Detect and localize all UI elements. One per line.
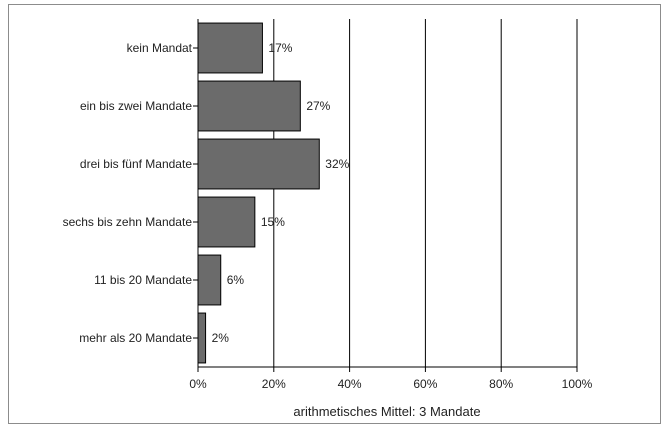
value-label-1: 27%: [306, 99, 330, 113]
chart-frame: [8, 4, 661, 424]
x-tick-label-80: 80%: [489, 377, 513, 391]
bar-4: [197, 254, 222, 306]
x-tick-label-60: 60%: [413, 377, 437, 391]
value-label-4: 6%: [227, 273, 245, 287]
bar-0: [197, 22, 263, 74]
bar-3: [197, 196, 256, 248]
value-label-5: 2%: [212, 331, 230, 345]
bar-1: [197, 80, 301, 132]
bar-2: [197, 138, 320, 190]
value-label-0: 17%: [268, 41, 292, 55]
category-label-2: drei bis fünf Mandate: [80, 157, 192, 171]
bars: [197, 22, 320, 364]
x-tick-label-40: 40%: [338, 377, 362, 391]
category-label-4: 11 bis 20 Mandate: [94, 273, 192, 287]
x-tick-label-0: 0%: [189, 377, 207, 391]
x-tick-label-20: 20%: [262, 377, 286, 391]
category-label-5: mehr als 20 Mandate: [79, 331, 192, 345]
category-label-3: sechs bis zehn Mandate: [63, 215, 193, 229]
bar-5: [197, 312, 207, 364]
category-label-0: kein Mandat: [127, 41, 193, 55]
labels: 17% kein Mandat 27% ein bis zwei Mandate 32%…: [63, 41, 593, 391]
x-tick-label-100: 100%: [562, 377, 593, 391]
category-label-1: ein bis zwei Mandate: [80, 99, 192, 113]
value-label-2: 32%: [325, 157, 349, 171]
x-axis-label: arithmetisches Mittel: 3 Mandate: [293, 404, 480, 419]
value-label-3: 15%: [261, 215, 285, 229]
grid-lines: [273, 19, 578, 367]
axes: [193, 19, 578, 372]
